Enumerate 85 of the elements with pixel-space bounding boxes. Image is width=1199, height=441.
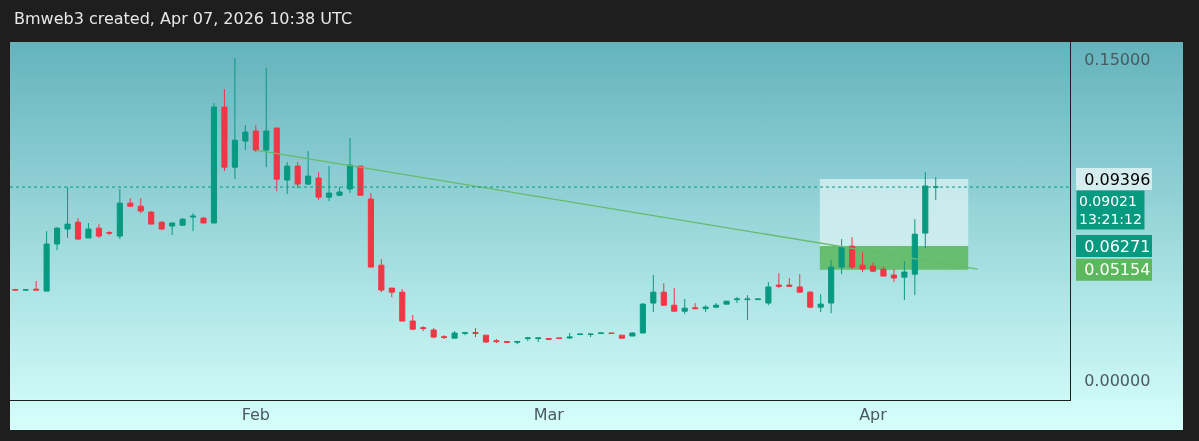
candlestick	[639, 302, 646, 334]
y-tick-label: 0.06271	[1084, 236, 1151, 256]
candlestick	[441, 334, 448, 340]
candlestick	[169, 221, 176, 236]
candlestick	[273, 127, 280, 192]
candlestick	[566, 332, 573, 340]
candlestick	[838, 238, 845, 275]
candlestick	[775, 272, 782, 289]
candlestick	[200, 216, 207, 224]
candlestick	[294, 161, 301, 189]
candlestick	[524, 336, 531, 342]
chart-title: Bmweb3 created, Apr 07, 2026 10:38 UTC	[14, 9, 353, 28]
candlestick	[733, 296, 741, 304]
candlestick	[671, 287, 678, 312]
candlestick	[713, 302, 720, 309]
candlestick	[95, 223, 102, 239]
candlestick	[137, 197, 144, 214]
candlestick	[43, 230, 50, 292]
candlestick	[911, 218, 918, 296]
candlestick	[859, 251, 866, 273]
candlestick	[869, 261, 877, 273]
candlestick	[190, 212, 197, 232]
y-tick-label: 0.00000	[1084, 370, 1151, 390]
candlestick	[796, 273, 803, 293]
candlestick	[650, 274, 657, 313]
candlestick	[817, 293, 824, 313]
candlestick	[765, 281, 772, 306]
candlestick	[430, 327, 437, 339]
candlestick	[493, 338, 500, 344]
candlestick	[409, 314, 416, 331]
y-tick-label: 0.09396	[1084, 169, 1151, 189]
ref-line-label: 0.09021 13:21:12	[1079, 193, 1142, 228]
candlestick	[378, 258, 385, 293]
candlestick	[54, 226, 61, 251]
candlestick	[252, 124, 259, 153]
candlestick	[618, 334, 625, 339]
candlestick	[242, 124, 249, 151]
candlestick	[702, 304, 709, 313]
candlestick	[514, 341, 521, 345]
candlestick	[587, 333, 594, 338]
candlestick	[545, 337, 552, 341]
x-tick-label: Mar	[533, 405, 565, 425]
candlestick	[388, 287, 395, 298]
candlestick	[106, 230, 113, 236]
candlestick	[890, 268, 897, 283]
candlestick	[12, 288, 19, 291]
candlestick	[692, 302, 699, 310]
candlestick	[367, 192, 374, 268]
candlestick	[482, 334, 490, 344]
candlestick	[535, 337, 542, 343]
candlestick	[629, 331, 636, 337]
candlestick	[74, 217, 82, 241]
candlestick	[461, 332, 469, 336]
candlestick	[420, 325, 427, 332]
x-tick-label: Feb	[241, 405, 270, 425]
candlestick	[399, 288, 406, 322]
candlestick	[660, 282, 667, 307]
x-tick-label: Apr	[859, 405, 888, 425]
y-tick-label: 0.15000	[1084, 49, 1151, 69]
candlestick	[315, 171, 322, 201]
candlestick	[221, 88, 228, 172]
candlestick	[451, 330, 458, 339]
candlestick	[744, 294, 751, 321]
candlestick	[681, 298, 688, 315]
candlestick	[179, 217, 186, 227]
candlestick	[754, 298, 761, 301]
candlestick	[503, 340, 510, 344]
candlestick	[828, 259, 835, 314]
candlestick	[231, 57, 238, 180]
candlestick	[807, 290, 814, 309]
candlestick	[723, 300, 730, 305]
candlestick	[849, 236, 856, 270]
candlestick	[158, 220, 165, 231]
candlestick	[472, 327, 479, 338]
candlestick	[357, 165, 364, 196]
candlestick	[33, 280, 40, 292]
candlestick	[85, 222, 92, 239]
candlestick	[127, 197, 134, 208]
y-tick-label: 0.05154	[1084, 260, 1151, 280]
candlestick	[901, 260, 908, 301]
candlestick	[148, 210, 155, 225]
candlestick	[880, 265, 887, 277]
candlestick	[263, 67, 270, 168]
candlestick	[786, 277, 793, 288]
candlestick	[577, 333, 584, 336]
